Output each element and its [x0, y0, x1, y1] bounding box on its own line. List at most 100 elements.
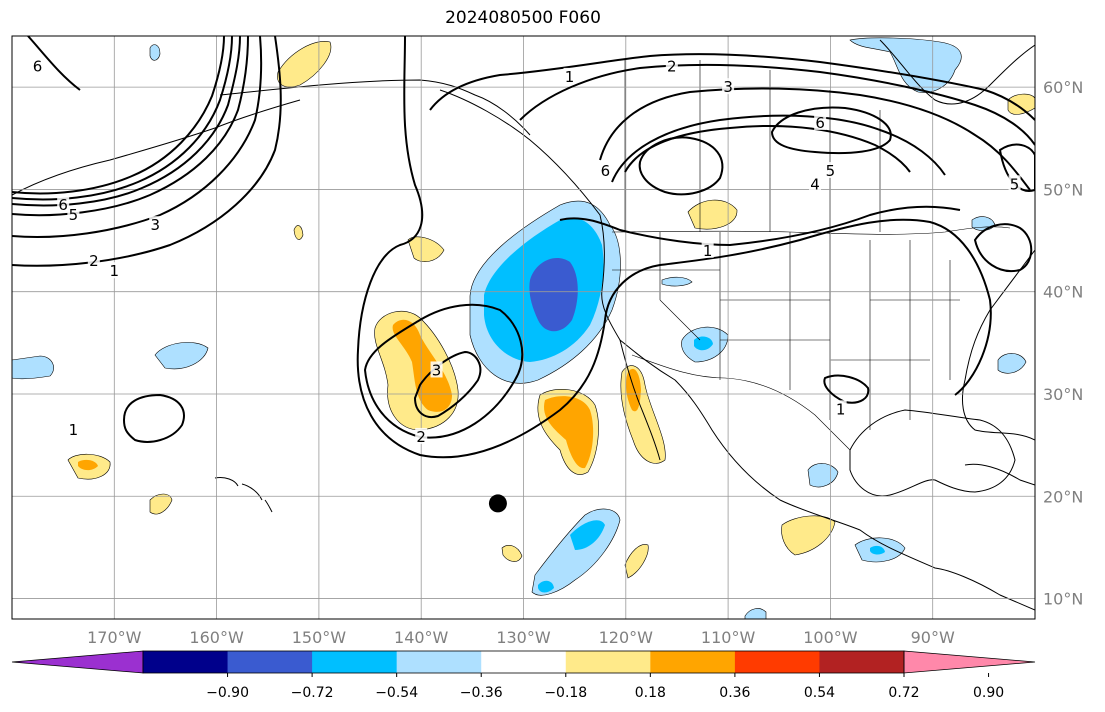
contour-label: 6	[815, 114, 825, 132]
contour-label-background	[67, 205, 80, 222]
contour-label-background	[87, 252, 100, 269]
positive-anomaly-small-3	[277, 41, 332, 88]
contour-line-ring-east-2	[998, 143, 1035, 192]
contour-label: 1	[703, 242, 713, 260]
colorbar-segment	[396, 651, 482, 673]
contour-label-background	[415, 427, 428, 444]
colorbar: −0.90 −0.72 −0.54 −0.36 −0.18 0.18 0.36 0.54 0.7…	[11, 650, 1036, 701]
longitude-tick-label: 90°W	[911, 628, 955, 647]
contour-line-1-central	[356, 36, 992, 459]
positive-anomaly-baja-core	[544, 396, 594, 469]
longitude-tick-label: 100°W	[803, 628, 858, 647]
contour-label: 5	[69, 206, 79, 224]
contour-label: 3	[432, 361, 442, 379]
contour-label-background	[563, 67, 576, 84]
map-frame	[11, 35, 1036, 620]
negative-anomaly-small-2	[12, 355, 54, 380]
negative-anomaly-small-10	[149, 44, 161, 61]
contour-line-1-west	[12, 36, 282, 267]
east-coast	[962, 249, 1035, 441]
colorbar-segment	[819, 651, 905, 673]
latitude-tick-label: 60°N	[1043, 78, 1083, 97]
negative-anomaly-small-4-core2	[538, 580, 554, 593]
latitude-tick-label: 20°N	[1043, 487, 1083, 506]
colorbar-extend-high	[903, 650, 1036, 674]
contour-line-ring-east	[973, 223, 1033, 273]
colorbar-tick-label: 0.36	[719, 685, 750, 701]
north-america-west-coast	[439, 89, 1035, 611]
colorbar-segment	[143, 651, 229, 673]
colorbar-segment	[481, 651, 567, 673]
positive-anomaly-small-8	[501, 545, 523, 562]
contour-label: 2	[89, 252, 99, 270]
contour-label: 2	[416, 428, 426, 446]
longitude-tick-label: 120°W	[599, 628, 654, 647]
contour-label: 5	[1010, 175, 1020, 193]
contour-line-1-east	[429, 53, 1035, 121]
colorbar-tick-label: 0.72	[888, 685, 919, 701]
contour-label: 4	[810, 175, 820, 193]
contour-label-background	[814, 113, 827, 130]
negative-anomaly-small-7	[997, 353, 1027, 374]
contour-label: 1	[110, 262, 120, 280]
negative-anomaly-small-12	[744, 608, 767, 619]
negative-anomaly-small-4-core	[570, 520, 605, 550]
positive-anomaly-core	[392, 319, 452, 412]
contour-line-2-central	[363, 303, 524, 439]
contour-line-6-east-1	[638, 136, 724, 196]
positive-anomaly-gulf-core	[625, 368, 641, 412]
contour-line-top-left	[27, 36, 81, 91]
contour-line-6-west	[12, 36, 225, 195]
gridlines	[12, 36, 1035, 619]
contour-label: 6	[601, 162, 611, 180]
negative-anomaly-strong	[529, 258, 578, 332]
contour-label: 6	[33, 58, 43, 76]
contour-label-background	[834, 400, 847, 417]
longitude-tick-label: 130°W	[496, 628, 551, 647]
latitude-labels: 60°N 50°N 40°N 30°N 20°N 10°N	[1043, 78, 1083, 608]
contour-label: 3	[150, 216, 160, 234]
contour-label-background	[722, 78, 735, 95]
latitude-tick-label: 40°N	[1043, 283, 1083, 302]
latitude-tick-label: 50°N	[1043, 180, 1083, 199]
gulf-of-mexico-coast	[849, 409, 1016, 497]
positive-anomaly-small-5	[149, 493, 173, 515]
contour-label: 1	[565, 68, 575, 86]
contour-line-1-texas	[823, 374, 870, 404]
cuba-coast	[964, 463, 1035, 486]
aleutian-islands	[12, 99, 301, 196]
colorbar-tick-label: 0.18	[635, 685, 666, 701]
positive-anomaly-small-4-core	[78, 459, 98, 471]
colorbar-tick-label: −0.90	[206, 685, 249, 701]
latitude-tick-label: 30°N	[1043, 385, 1083, 404]
hawaii-islands	[214, 477, 273, 513]
contour-label: 3	[723, 78, 733, 96]
colorbar-segment	[565, 651, 651, 673]
colorbar-segment	[734, 651, 820, 673]
contour-label-background	[67, 420, 80, 437]
negative-anomaly-small-1	[154, 342, 209, 370]
colorbar-tick-label: 0.54	[804, 685, 835, 701]
colorbar-tick-label: −0.72	[291, 685, 334, 701]
colorbar-segment	[227, 651, 313, 673]
contour-label-background	[31, 57, 44, 74]
contour-label-background	[701, 241, 714, 258]
contour-line-3-east	[599, 87, 1031, 191]
colorbar-tick-label: −0.18	[544, 685, 587, 701]
contour-line-1-east-lower	[559, 205, 961, 247]
contour-line-2-west	[12, 36, 263, 239]
map-title: 2024080500 F060	[445, 8, 601, 28]
negative-anomaly-small-3-core	[694, 336, 713, 351]
colorbar-frame	[142, 650, 905, 674]
longitude-tick-label: 150°W	[292, 628, 347, 647]
colorbar-segment	[650, 651, 736, 673]
contour-label-background	[108, 262, 121, 279]
contour-label-background	[57, 195, 70, 212]
contour-label-background	[665, 57, 678, 74]
location-marker	[488, 494, 507, 513]
colorbar-tick-label: 0.90	[973, 685, 1004, 701]
contour-line-4-west	[12, 36, 241, 207]
positive-anomaly-small-9	[1007, 93, 1035, 115]
contour-label: 6	[58, 196, 68, 214]
